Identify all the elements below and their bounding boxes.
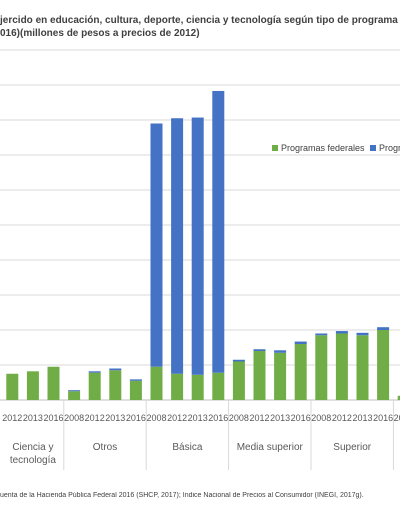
bar-programas: [232, 359, 245, 362]
bar-programas-federales: [47, 366, 60, 400]
x-tick-label: 2008: [146, 413, 166, 423]
bar-programas-federales: [232, 361, 245, 400]
legend-swatch-programas: [370, 145, 376, 151]
bar-programas-federales: [171, 373, 184, 400]
bar-programas-federales: [26, 371, 39, 400]
bar-programas: [315, 333, 328, 336]
x-tick-label: 2013: [352, 413, 372, 423]
bar-programas-federales: [109, 370, 122, 400]
x-tick-label: 2013: [23, 413, 43, 423]
bar-programas-federales: [6, 373, 19, 400]
bar-programas-federales: [294, 344, 307, 400]
stacked-bar-chart: 2012 2013 2016 2008 2012 2013 2016 2008 2012 2013…: [0, 49, 400, 470]
x-tick-label: 2012: [2, 413, 22, 423]
chart-title-line-2: 016)(millones de pesos a precios de 2012…: [0, 28, 200, 39]
x-tick-label: 2012: [85, 413, 105, 423]
bar-programas-federales: [335, 333, 348, 400]
chart-title: jercido en educación, cultura, deporte, …: [0, 14, 400, 40]
bar-programas: [171, 118, 184, 374]
x-tick-label: 2013: [105, 413, 125, 423]
bar-programas-federales: [397, 395, 400, 400]
bar-programas-federales: [88, 372, 101, 400]
x-tick-label: 2016: [208, 413, 228, 423]
bar-programas: [212, 90, 225, 373]
x-group-label: tecnología: [10, 455, 57, 466]
x-group-label: Media superior: [237, 442, 304, 453]
bar-programas-federales: [315, 335, 328, 400]
legend-label-programas: Programas: [379, 143, 400, 153]
x-tick-label: 2012: [249, 413, 269, 423]
bar-programas: [129, 379, 142, 381]
x-tick-label: 2013: [270, 413, 290, 423]
bar-programas: [253, 349, 266, 351]
x-tick-label: 2012: [332, 413, 352, 423]
x-tick-label: 2008: [311, 413, 331, 423]
bar-programas-federales: [274, 352, 287, 400]
x-group-label: Ciencia y: [12, 442, 53, 453]
bar-programas-federales: [253, 351, 266, 400]
x-tick-label: 2016: [373, 413, 393, 423]
x-tick-label: 2012: [167, 413, 187, 423]
bar-programas: [294, 341, 307, 344]
bar-programas: [150, 123, 163, 367]
bar-programas: [88, 371, 101, 373]
bar-programas-federales: [356, 335, 369, 400]
bar-programas-federales: [68, 391, 81, 400]
x-tick-label: 2008: [229, 413, 249, 423]
bar-programas: [191, 117, 204, 375]
x-tick-label: 2013: [188, 413, 208, 423]
source-footnote: uenta de la Hacienda Pública Federal 201…: [0, 492, 364, 499]
bar-programas-federales: [212, 372, 225, 400]
x-group-label: Básica: [172, 442, 202, 453]
x-tick-label: 2008: [394, 413, 400, 423]
bar-programas: [274, 350, 287, 353]
x-tick-label: 2016: [291, 413, 311, 423]
legend-swatch-programas-federales: [272, 145, 278, 151]
bar-programas: [68, 390, 81, 392]
bar-programas: [335, 331, 348, 334]
bar-programas-federales: [377, 330, 390, 400]
bar-programas-federales: [191, 374, 204, 400]
x-group-label: Otros: [93, 442, 117, 453]
x-tick-label: 2008: [64, 413, 84, 423]
legend-label-programas-federales: Programas federales: [281, 143, 365, 153]
x-tick-label: 2016: [126, 413, 146, 423]
x-tick-label: 2016: [43, 413, 63, 423]
bar-programas: [356, 332, 369, 336]
chart-title-line-1: jercido en educación, cultura, deporte, …: [0, 15, 400, 26]
bar-programas: [109, 368, 122, 371]
bar-programas-federales: [129, 380, 142, 400]
bar-programas-federales: [150, 366, 163, 400]
x-group-label: Superior: [333, 442, 371, 453]
bar-programas: [377, 327, 390, 330]
